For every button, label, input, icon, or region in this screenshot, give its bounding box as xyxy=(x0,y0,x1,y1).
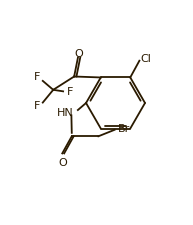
Text: HN: HN xyxy=(57,108,74,118)
Text: O: O xyxy=(74,49,83,59)
Text: F: F xyxy=(34,101,40,111)
Text: F: F xyxy=(34,72,40,82)
Text: Br: Br xyxy=(117,124,130,134)
Text: O: O xyxy=(58,158,67,168)
Text: F: F xyxy=(67,87,73,97)
Text: Cl: Cl xyxy=(140,54,151,64)
